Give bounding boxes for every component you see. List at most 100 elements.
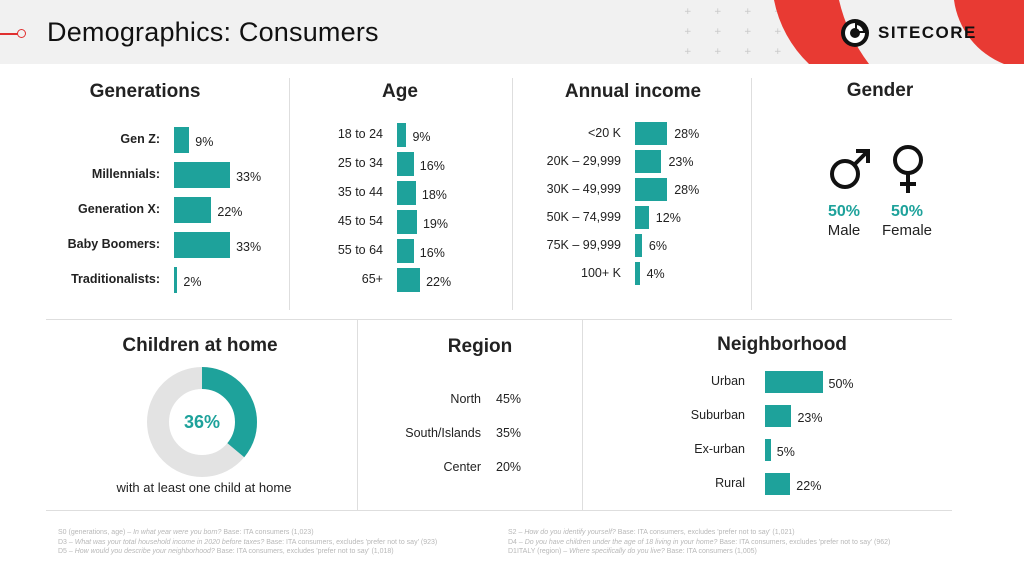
footnote-code: D1ITALY (region) – [508, 548, 570, 555]
generations-value: 2% [183, 275, 202, 289]
neighborhood-bar [765, 439, 771, 461]
income-label: 100+ K [581, 265, 621, 280]
generations-bar [174, 127, 190, 153]
generations-bar [174, 267, 178, 293]
children-donut [147, 367, 257, 477]
age-bar [397, 123, 407, 147]
footnote-question: How would you describe your neighborhood… [74, 548, 217, 555]
age-bar [397, 268, 421, 292]
footnote-line: D3 – What was your total household incom… [58, 538, 437, 548]
income-bar [635, 150, 662, 173]
generations-label: Gen Z: [120, 132, 160, 146]
footnote-question: Where specifically do you live? [569, 548, 667, 555]
svg-text:+: + [744, 27, 752, 37]
neighborhood-value: 50% [828, 377, 854, 391]
income-value: 12% [655, 210, 681, 225]
footnote-question: What was your total household income in … [74, 538, 267, 546]
age-label: 55 to 64 [337, 243, 383, 257]
generations-bar [174, 197, 212, 223]
region-value: 20% [496, 460, 522, 474]
footnote-base: Base: ITA consumers (1,023) [223, 529, 314, 536]
female-value: 50% [890, 203, 924, 220]
income-bar [635, 178, 668, 201]
header-bar: Demographics: Consumers ++++ ++++ ++++ +… [0, 0, 1024, 64]
neighborhood-bar [765, 371, 823, 393]
region-label: Center [443, 460, 481, 474]
footnote-question: How do you identify yourself? [524, 529, 618, 536]
generations-value: 33% [236, 170, 262, 184]
gender-title: Gender [846, 80, 914, 101]
income-label: 30K – 49,999 [546, 181, 621, 196]
svg-text:+: + [684, 47, 692, 57]
age-bar [397, 210, 417, 234]
region-value: 35% [496, 426, 522, 440]
footnote-code: S2 – [508, 529, 525, 536]
header-accent-dot [17, 29, 26, 38]
footnote-line: D4 – Do you have children under the age … [508, 538, 890, 548]
age-label: 18 to 24 [337, 127, 383, 141]
footnote-question: In what year were you born? [133, 529, 224, 536]
neighborhood-bar [765, 405, 792, 427]
age-label: 65+ [361, 272, 383, 286]
income-value: 28% [674, 126, 700, 141]
divider [46, 319, 952, 320]
svg-text:+: + [714, 27, 722, 37]
generations-label: Millennials: [91, 167, 160, 181]
generations-value: 9% [195, 135, 214, 149]
age-label: 45 to 54 [337, 214, 383, 228]
footnote-line: D1ITALY (region) – Where specifically do… [508, 547, 890, 557]
age-value: 22% [426, 275, 452, 289]
generations-title: Generations [89, 81, 201, 102]
decorative-arcs: ++++ ++++ ++++ +++ [684, 0, 1024, 64]
income-value: 23% [668, 154, 694, 169]
income-label: 20K – 29,999 [546, 153, 621, 168]
age-value: 19% [422, 217, 448, 231]
age-bar [397, 239, 414, 263]
age-title: Age [382, 81, 418, 102]
generations-bar [174, 162, 231, 188]
sitecore-logo: SITECORE [840, 18, 977, 48]
male-value: 50% [827, 203, 861, 220]
neighborhood-bar [765, 473, 791, 495]
divider [582, 320, 583, 510]
children-caption: with at least one child at home [116, 480, 292, 495]
divider [46, 510, 952, 511]
income-value: 6% [648, 238, 667, 253]
age-label: 25 to 34 [337, 156, 383, 170]
income-label: 50K – 74,999 [546, 209, 621, 224]
footnote-base: Base: ITA consumers, excludes 'prefer no… [617, 529, 795, 536]
footnotes-left: S0 (generations, age) – In what year wer… [58, 528, 437, 557]
income-bar [635, 122, 668, 145]
divider [289, 78, 290, 310]
region-title: Region [447, 336, 513, 357]
donut-segment [147, 367, 257, 477]
female-icon [893, 145, 923, 193]
income-value: 28% [674, 182, 700, 197]
age-value: 18% [421, 188, 447, 202]
neighborhood-label: Rural [715, 476, 745, 490]
age-bar [397, 181, 416, 205]
svg-text:+: + [714, 47, 722, 57]
neighborhood-label: Ex-urban [694, 442, 745, 456]
svg-text:+: + [714, 7, 722, 17]
income-bar [635, 262, 640, 285]
page-title: Demographics: Consumers [47, 17, 379, 47]
region-value: 45% [496, 392, 522, 406]
neighborhood-value: 22% [796, 479, 822, 493]
neighborhood-value: 5% [776, 445, 795, 459]
footnote-line: S0 (generations, age) – In what year wer… [58, 528, 437, 538]
neighborhood-label: Urban [710, 374, 745, 388]
children-value: 36% [183, 412, 221, 432]
footnote-question: Do you have children under the age of 18… [524, 538, 720, 546]
svg-text:+: + [774, 47, 782, 57]
svg-text:+: + [684, 7, 692, 17]
footnote-code: S0 (generations, age) – [58, 529, 134, 536]
footnotes-right: S2 – How do you identify yourself? Base:… [508, 528, 890, 557]
region-label: South/Islands [405, 426, 481, 440]
generations-label: Baby Boomers: [67, 237, 160, 251]
footnote-line: D5 – How would you describe your neighbo… [58, 547, 437, 557]
age-value: 9% [412, 130, 431, 144]
generations-label: Traditionalists: [71, 272, 160, 286]
neighborhood-value: 23% [797, 411, 823, 425]
income-title: Annual income [564, 81, 702, 102]
